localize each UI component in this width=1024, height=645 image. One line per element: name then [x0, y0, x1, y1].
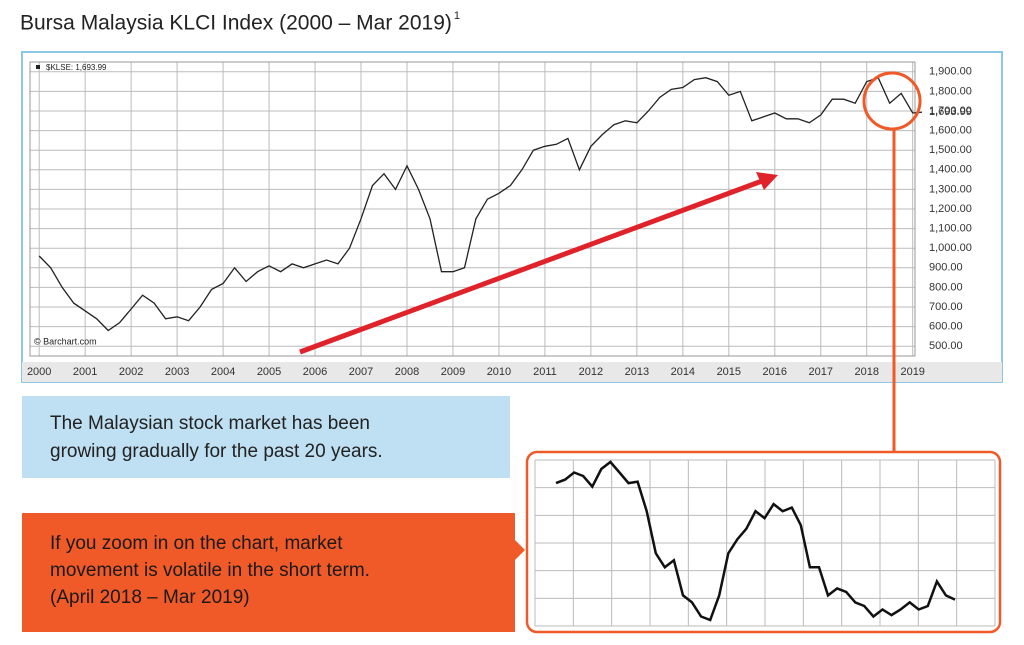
x-tick-label: 2015	[717, 366, 741, 378]
x-tick-label: 2016	[763, 366, 787, 378]
trend-arrow	[299, 178, 763, 355]
y-tick-label: 600.00	[929, 321, 963, 333]
x-tick-label: 2013	[625, 366, 649, 378]
y-tick-label: 700.00	[929, 301, 963, 313]
x-tick-label: 2001	[73, 366, 97, 378]
x-tick-label: 2006	[303, 366, 327, 378]
x-tick-label: 2010	[487, 366, 511, 378]
source: © Barchart.com	[34, 336, 97, 346]
plot-border	[29, 61, 916, 357]
last-value-label: 1,693.99	[929, 106, 972, 118]
x-tick-label: 2017	[809, 366, 833, 378]
blue-note-box	[22, 396, 510, 478]
orange-note-box	[22, 513, 515, 632]
x-tick-label: 2018	[854, 366, 878, 378]
legend-label: $KLSE: 1,693.99	[46, 63, 107, 72]
x-tick-label: 2011	[533, 366, 557, 378]
y-tick-label: 1,600.00	[929, 125, 972, 137]
y-tick-label: 800.00	[929, 281, 963, 293]
x-tick-label: 2007	[349, 366, 373, 378]
y-tick-label: 500.00	[929, 340, 963, 352]
legend-swatch	[36, 65, 40, 69]
x-tick-label: 2005	[257, 366, 281, 378]
index-line	[38, 76, 922, 332]
y-tick-label: 1,800.00	[929, 85, 972, 97]
x-tick-label: 2004	[211, 366, 235, 378]
zoom-line	[555, 460, 956, 622]
y-tick-label: 1,200.00	[929, 203, 972, 215]
x-tick-label: 2003	[165, 366, 189, 378]
blue-note: growing gradually for the past 20 years.	[50, 441, 383, 462]
y-tick-label: 1,700.00	[929, 105, 972, 117]
x-tick-label: 2000	[27, 366, 51, 378]
x-tick-label: 2014	[671, 366, 695, 378]
y-tick-label: 1,900.00	[929, 66, 972, 78]
x-tick-label: 2008	[395, 366, 419, 378]
y-tick-label: 1,400.00	[929, 164, 972, 176]
zoom-frame	[525, 450, 1002, 634]
chart-frame	[21, 51, 1003, 383]
y-tick-label: 1,300.00	[929, 183, 972, 195]
blue-note: The Malaysian stock market has been	[50, 413, 370, 434]
x-tick-label: 2009	[441, 366, 465, 378]
y-tick-label: 1,100.00	[929, 223, 972, 235]
zoom-circle	[862, 71, 922, 131]
y-tick-label: 1,500.00	[929, 144, 972, 156]
title-footnote: 1	[454, 10, 460, 22]
x-tick-label: 2002	[119, 366, 143, 378]
orange-note: (April 2018 – Mar 2019)	[50, 587, 250, 608]
chart-title: Bursa Malaysia KLCI Index (2000 – Mar 20…	[20, 12, 452, 35]
y-tick-label: 1,000.00	[929, 242, 972, 254]
x-axis-band	[22, 362, 1002, 382]
orange-note-pointer	[515, 540, 525, 560]
orange-note: movement is volatile in the short term.	[50, 560, 370, 581]
x-tick-label: 2019	[900, 366, 924, 378]
trend-arrow-head	[756, 172, 778, 190]
y-tick-label: 900.00	[929, 262, 963, 274]
x-tick-label: 2012	[579, 366, 603, 378]
orange-note: If you zoom in on the chart, market	[50, 533, 343, 554]
